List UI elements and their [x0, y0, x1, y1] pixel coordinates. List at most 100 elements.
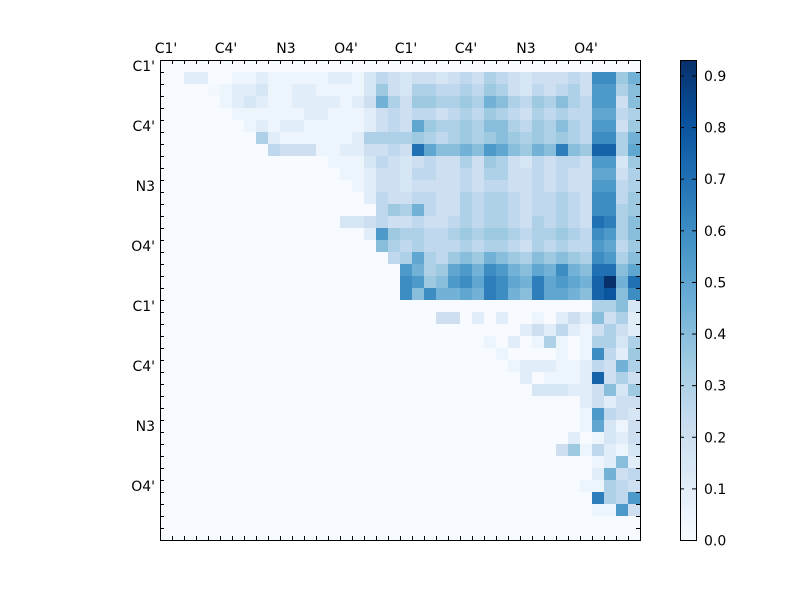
heatmap-cell	[484, 96, 497, 109]
heatmap-cell	[376, 492, 389, 505]
heatmap-cell	[412, 324, 425, 337]
heatmap-cell	[220, 180, 233, 193]
heatmap-cell	[184, 504, 197, 517]
heatmap-cell	[352, 528, 365, 541]
heatmap-cell	[328, 84, 341, 97]
heatmap-cell	[304, 156, 317, 169]
heatmap-cell	[364, 324, 377, 337]
heatmap-cell	[580, 216, 593, 229]
heatmap-cell	[256, 216, 269, 229]
heatmap-cell	[316, 180, 329, 193]
heatmap-cell	[340, 108, 353, 121]
heatmap-cell	[544, 96, 557, 109]
heatmap-cell	[304, 264, 317, 277]
heatmap-cell	[592, 420, 605, 433]
heatmap-cell	[220, 108, 233, 121]
heatmap-cell	[196, 504, 209, 517]
heatmap-cell	[628, 240, 641, 253]
heatmap-cell	[472, 336, 485, 349]
heatmap-cell	[388, 516, 401, 529]
heatmap-cell	[268, 312, 281, 325]
heatmap-cell	[328, 348, 341, 361]
heatmap-cell	[304, 240, 317, 253]
heatmap-cell	[400, 168, 413, 181]
heatmap-cell	[268, 120, 281, 133]
heatmap-cell	[292, 372, 305, 385]
heatmap-cell	[448, 480, 461, 493]
heatmap-cell	[556, 60, 569, 73]
heatmap-cell	[520, 276, 533, 289]
heatmap-cell	[508, 396, 521, 409]
heatmap-cell	[472, 168, 485, 181]
heatmap-cell	[244, 144, 257, 157]
heatmap-cell	[256, 480, 269, 493]
heatmap-cell	[340, 144, 353, 157]
heatmap-cell	[304, 468, 317, 481]
heatmap-cell	[508, 156, 521, 169]
heatmap-cell	[568, 168, 581, 181]
heatmap-cell	[388, 432, 401, 445]
heatmap-cell	[352, 168, 365, 181]
heatmap-cell	[172, 360, 185, 373]
heatmap-cell	[340, 204, 353, 217]
heatmap-cell	[256, 168, 269, 181]
heatmap-cell	[328, 204, 341, 217]
heatmap-cell	[460, 144, 473, 157]
heatmap-cell	[160, 408, 173, 421]
heatmap-cell	[172, 156, 185, 169]
heatmap-cell	[172, 252, 185, 265]
heatmap-cell	[160, 336, 173, 349]
heatmap-cell	[628, 216, 641, 229]
heatmap-cell	[568, 444, 581, 457]
heatmap-cell	[460, 480, 473, 493]
heatmap-cell	[520, 96, 533, 109]
heatmap-cell	[556, 528, 569, 541]
heatmap-cell	[412, 264, 425, 277]
heatmap-cell	[520, 372, 533, 385]
heatmap-cell	[268, 264, 281, 277]
heatmap-cell	[244, 276, 257, 289]
heatmap-cell	[220, 300, 233, 313]
heatmap-cell	[292, 192, 305, 205]
heatmap-cell	[448, 504, 461, 517]
heatmap-cell	[400, 300, 413, 313]
heatmap-cell	[604, 204, 617, 217]
heatmap-cell	[196, 348, 209, 361]
heatmap-cell	[436, 444, 449, 457]
heatmap-cell	[292, 324, 305, 337]
heatmap-cell	[400, 396, 413, 409]
heatmap-cell	[364, 168, 377, 181]
heatmap-cell	[400, 420, 413, 433]
heatmap-cell	[520, 216, 533, 229]
heatmap-cell	[592, 528, 605, 541]
heatmap-cell	[412, 120, 425, 133]
heatmap-cell	[520, 72, 533, 85]
heatmap-cell	[448, 168, 461, 181]
heatmap-cell	[508, 168, 521, 181]
colorbar-tick-label: 0.6	[704, 224, 726, 240]
heatmap-cell	[448, 180, 461, 193]
heatmap-cell	[568, 384, 581, 397]
heatmap-cell	[304, 168, 317, 181]
heatmap-cell	[424, 120, 437, 133]
heatmap-cell	[592, 456, 605, 469]
heatmap-cell	[316, 132, 329, 145]
heatmap-cell	[532, 444, 545, 457]
heatmap-cell	[472, 288, 485, 301]
heatmap-cell	[436, 408, 449, 421]
heatmap-cell	[352, 468, 365, 481]
y-tick-label: N3	[136, 419, 155, 435]
heatmap-cell	[160, 312, 173, 325]
y-tick-label: N3	[136, 179, 155, 195]
y-tick-label: O4'	[131, 479, 155, 495]
heatmap-cell	[472, 144, 485, 157]
heatmap-cell	[244, 204, 257, 217]
heatmap-cell	[232, 408, 245, 421]
heatmap-cell	[256, 504, 269, 517]
heatmap-cell	[616, 204, 629, 217]
heatmap-cell	[388, 252, 401, 265]
heatmap-cell	[208, 408, 221, 421]
heatmap-cell	[184, 204, 197, 217]
heatmap-cell	[460, 432, 473, 445]
heatmap-cell	[544, 300, 557, 313]
